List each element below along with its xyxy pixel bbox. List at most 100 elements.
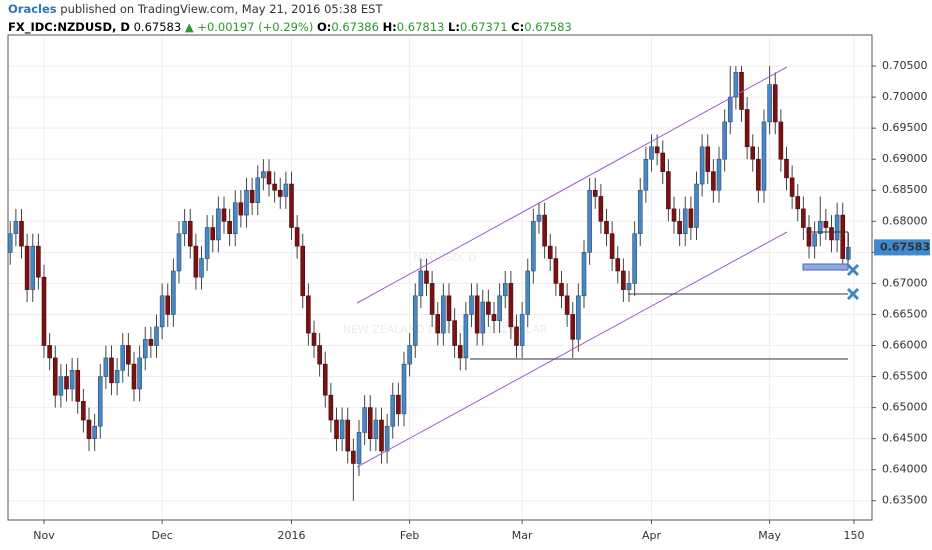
y-tick-label: 0.68000 — [882, 214, 928, 227]
candle-body — [294, 227, 300, 247]
candle-body — [671, 208, 677, 222]
channel-upper[interactable] — [356, 66, 788, 304]
candle-body — [7, 233, 13, 253]
candle-body — [632, 233, 637, 284]
candle-body — [182, 220, 187, 235]
y-tick-label: 0.64000 — [882, 463, 928, 476]
axes: 0.63500 0.64000 0.64500 0.65000 0.65500 0.660… — [33, 59, 930, 542]
candle-body — [204, 227, 210, 259]
cross-marker[interactable] — [846, 263, 860, 277]
candle-body — [36, 245, 41, 278]
candle-body — [756, 158, 761, 191]
candle-body — [159, 295, 165, 328]
candle-body — [424, 270, 429, 284]
y-tick-label: 0.63500 — [882, 494, 928, 507]
x-tick-label: May — [758, 529, 781, 542]
candle-body — [666, 171, 671, 210]
candle-body — [609, 233, 615, 259]
candle-body — [137, 357, 142, 390]
candle-body — [47, 345, 52, 359]
candle-body — [688, 208, 694, 228]
candle-body — [255, 177, 261, 203]
y-tick-label: 0.66500 — [882, 307, 928, 320]
candle-body — [429, 283, 435, 315]
candle-body — [587, 189, 592, 253]
candle-body — [373, 419, 379, 439]
range-box[interactable] — [802, 263, 849, 271]
y-tick-label: 0.65500 — [882, 370, 928, 383]
channel-lower[interactable] — [356, 231, 788, 468]
ohlc-value: 0.67386 — [331, 20, 379, 34]
candle-body — [401, 363, 407, 415]
candle-body — [339, 419, 345, 439]
candle-body — [86, 419, 92, 439]
candle-body — [52, 357, 58, 396]
candle-body — [232, 202, 238, 235]
candle-body — [272, 183, 277, 191]
candle-body — [131, 363, 137, 390]
candle-body — [418, 270, 424, 297]
candle-body — [306, 295, 311, 334]
candle-body — [761, 121, 767, 191]
candle-body — [592, 189, 598, 197]
candle-body — [514, 326, 519, 346]
candle-body — [452, 320, 457, 346]
candle-body — [615, 258, 621, 272]
candle-body — [604, 220, 609, 235]
candle-body — [210, 227, 216, 241]
candle-body — [328, 394, 334, 421]
ohlc-label: O: — [317, 20, 331, 34]
candle-body — [637, 189, 643, 235]
candle-body — [238, 202, 244, 216]
candle-body — [682, 208, 688, 235]
candle-body — [92, 425, 97, 439]
candle-body — [322, 363, 328, 396]
candle-body — [570, 314, 576, 340]
candle-body — [97, 376, 103, 427]
candle-body — [216, 208, 221, 241]
candle-body — [126, 345, 131, 365]
candle-body — [547, 245, 553, 259]
x-tick-label: Nov — [33, 529, 55, 542]
candle-body — [817, 220, 823, 235]
candle-body — [435, 314, 441, 334]
candle-body — [795, 196, 801, 210]
author[interactable]: Oracles — [8, 2, 57, 16]
candle-body — [660, 152, 666, 172]
y-tick-label: 0.67000 — [882, 276, 928, 289]
candle-body — [227, 220, 232, 235]
candle-body — [19, 220, 24, 247]
candle-body — [531, 220, 536, 272]
candle-body — [716, 158, 722, 191]
candle-body — [497, 295, 502, 321]
candle-body — [154, 326, 159, 346]
candle-body — [311, 332, 317, 346]
candle-body — [559, 283, 564, 297]
candle-body — [109, 357, 114, 384]
candle-body — [649, 146, 654, 160]
candle-body — [772, 84, 778, 123]
last-price-label: 0.67583 — [880, 240, 930, 253]
candle-body — [536, 214, 542, 222]
candle-body — [626, 283, 632, 290]
cross-marker[interactable] — [846, 287, 860, 301]
drawings — [356, 66, 860, 468]
candle-body — [564, 295, 570, 315]
candle-body — [390, 394, 396, 427]
candle-body — [30, 245, 36, 290]
candle-body — [508, 283, 514, 328]
candle-body — [486, 301, 491, 315]
candle-body — [801, 208, 806, 228]
candle-body — [345, 419, 351, 452]
candle-body — [474, 295, 480, 334]
candle-body — [120, 345, 126, 371]
ohlc-value: 0.67371 — [460, 20, 508, 34]
symbol: FX_IDC:NZDUSD, D — [8, 20, 130, 35]
candle-body — [767, 84, 772, 123]
candle-body — [396, 394, 401, 415]
candle-body — [711, 171, 716, 191]
candle-body — [75, 370, 81, 402]
watermark-symbol: NZDUSD, D — [413, 251, 476, 264]
